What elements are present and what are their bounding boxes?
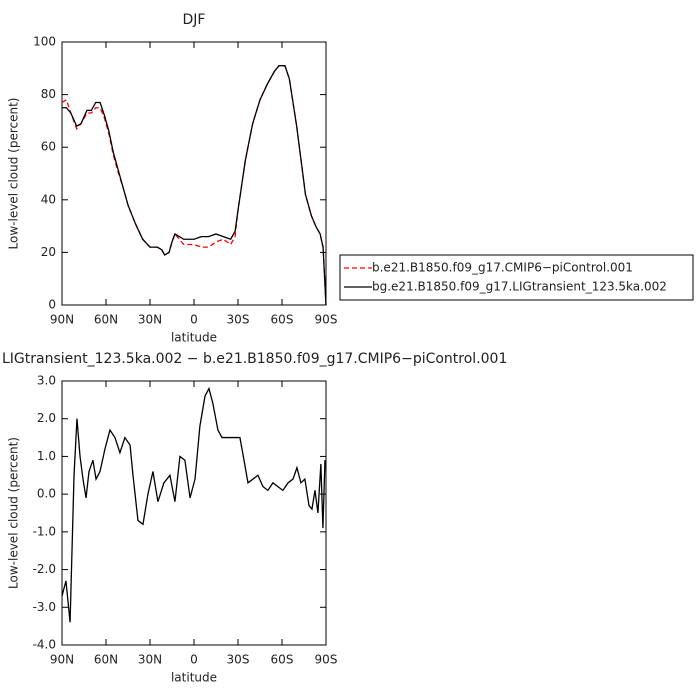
- y-tick-label: 3.0: [37, 374, 56, 388]
- x-tick-label: 60S: [271, 653, 294, 667]
- y-tick-label: 20: [41, 245, 56, 259]
- y-tick-label: 100: [33, 35, 56, 49]
- x-tick-label: 90S: [315, 653, 338, 667]
- x-axis-label: latitude: [171, 671, 217, 685]
- data-line: [61, 65, 327, 306]
- x-tick-label: 90S: [315, 313, 338, 327]
- legend-box: [339, 254, 694, 301]
- x-tick-label: 60N: [94, 653, 118, 667]
- y-tick-label: 0.0: [37, 487, 56, 501]
- x-tick-label: 30S: [227, 313, 250, 327]
- legend-label: b.e21.B1850.f09_g17.CMIP6−piControl.001: [372, 261, 633, 275]
- y-tick-label: -3.0: [33, 600, 56, 614]
- x-tick-label: 60N: [94, 313, 118, 327]
- legend-label: bg.e21.B1850.f09_g17.LIGtransient_123.5k…: [372, 280, 667, 294]
- data-line: [62, 65, 327, 306]
- y-tick-label: -1.0: [33, 524, 56, 538]
- x-tick-label: 30N: [138, 313, 162, 327]
- y-tick-label: -2.0: [33, 562, 56, 576]
- y-tick-label: 0: [48, 298, 56, 312]
- x-tick-label: 30S: [227, 653, 250, 667]
- x-tick-label: 0: [190, 313, 198, 327]
- y-tick-label: 60: [41, 140, 56, 154]
- x-tick-label: 90N: [50, 653, 74, 667]
- y-tick-label: 2.0: [37, 411, 56, 425]
- y-tick-label: 40: [41, 192, 56, 206]
- y-axis-label: Low-level cloud (percent): [7, 437, 21, 589]
- x-tick-label: 60S: [271, 313, 294, 327]
- data-line: [61, 386, 326, 623]
- y-axis-label: Low-level cloud (percent): [7, 98, 21, 250]
- x-tick-label: 0: [190, 653, 198, 667]
- y-tick-label: -4.0: [33, 638, 56, 652]
- plot-frame: [61, 41, 327, 306]
- chart-title: LIGtransient_123.5ka.002 − b.e21.B1850.f…: [2, 351, 507, 367]
- y-tick-label: 1.0: [37, 449, 56, 463]
- x-tick-label: 30N: [138, 653, 162, 667]
- y-tick-label: 80: [41, 87, 56, 101]
- chart-title: DJF: [183, 12, 206, 28]
- plot-frame: [61, 380, 327, 646]
- x-axis-label: latitude: [171, 331, 217, 345]
- x-tick-label: 90N: [50, 313, 74, 327]
